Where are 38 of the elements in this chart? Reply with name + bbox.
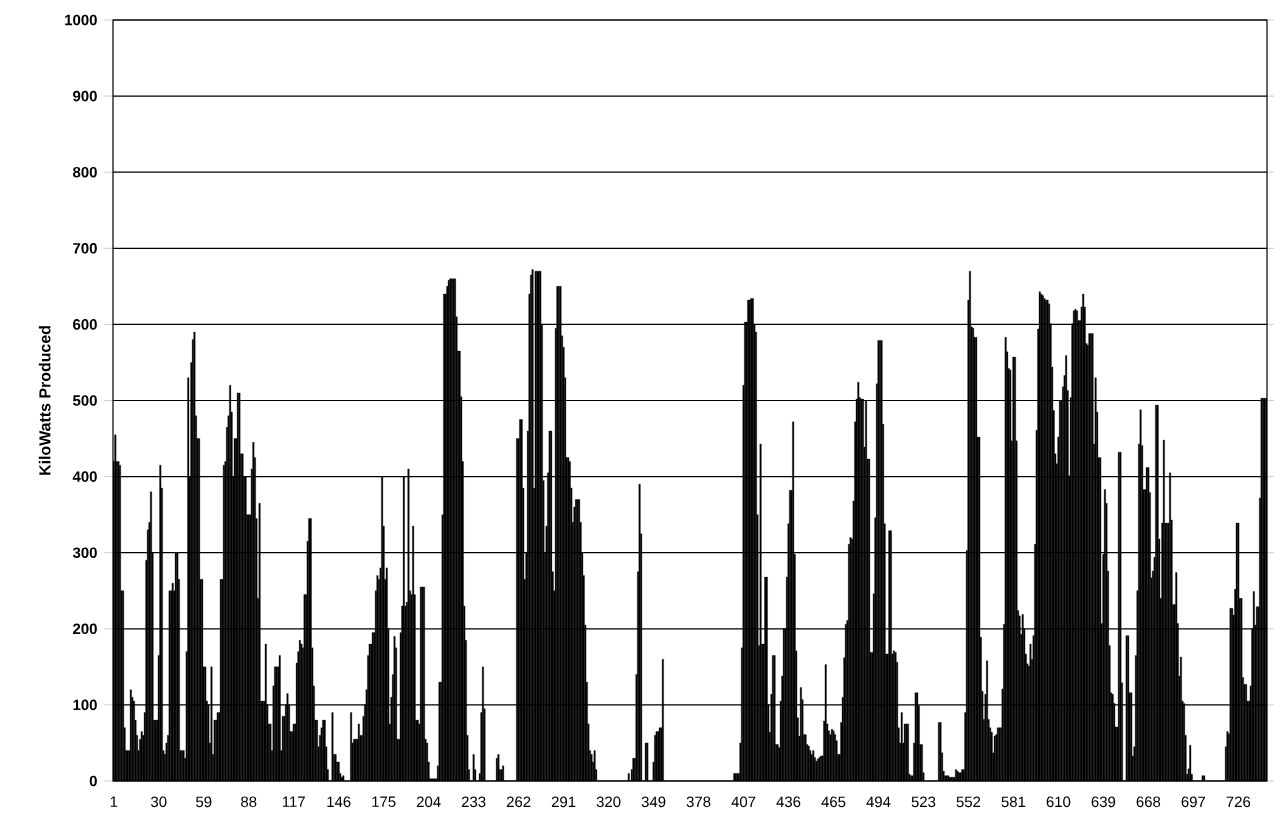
- x-tick-label: 494: [866, 796, 891, 808]
- y-tick-label: 800: [72, 166, 97, 178]
- x-tick-label: 291: [551, 796, 576, 808]
- x-tick-label: 204: [416, 796, 441, 808]
- x-tick-label: 668: [1136, 796, 1161, 808]
- x-tick-label: 726: [1226, 796, 1251, 808]
- y-tick-label: 500: [72, 395, 97, 406]
- x-tick-label: 523: [911, 796, 936, 808]
- x-tick-label: 1: [110, 796, 118, 807]
- x-tick-label: 262: [506, 796, 531, 808]
- x-tick-label: 610: [1046, 796, 1071, 808]
- y-tick-label: 100: [73, 699, 97, 711]
- x-tick-label: 697: [1181, 796, 1206, 808]
- x-tick-label: 233: [461, 796, 486, 808]
- y-tick-label: 900: [73, 90, 97, 102]
- x-tick-label: 552: [956, 796, 981, 808]
- y-tick-label: 200: [73, 623, 97, 635]
- y-tick-label: 600: [73, 319, 97, 330]
- y-tick-label: 0: [89, 775, 97, 787]
- y-tick-label: 400: [72, 471, 97, 482]
- x-tick-label: 407: [731, 796, 756, 808]
- x-tick-label: 436: [776, 796, 801, 808]
- x-tick-label: 465: [821, 796, 846, 808]
- y-axis-title: KiloWatts Produced: [38, 326, 51, 475]
- x-tick-label: 639: [1091, 796, 1116, 808]
- x-tick-label: 349: [641, 796, 666, 808]
- x-tick-label: 581: [1001, 796, 1026, 808]
- x-tick-label: 146: [327, 796, 351, 808]
- y-tick-label: 300: [72, 547, 97, 558]
- x-tick-label: 59: [196, 796, 212, 808]
- x-tick-label: 117: [282, 796, 305, 807]
- x-tick-label: 175: [372, 796, 396, 807]
- x-tick-label: 88: [241, 796, 257, 808]
- x-tick-label: 30: [151, 796, 167, 808]
- x-tick-label: 378: [686, 796, 711, 808]
- y-tick-label: 700: [73, 243, 97, 254]
- y-tick-label: 1000: [65, 14, 97, 26]
- x-tick-label: 320: [596, 796, 621, 808]
